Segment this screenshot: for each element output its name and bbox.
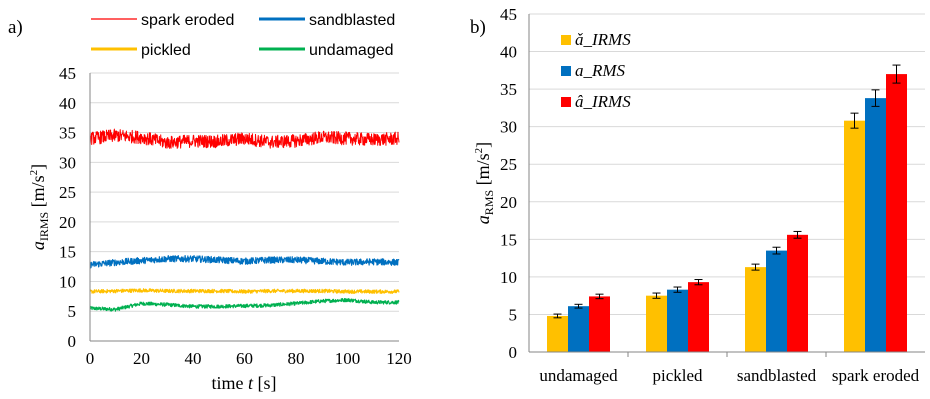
y-tick-label: 40 xyxy=(59,94,76,113)
error-bar xyxy=(673,286,682,293)
legend-swatch-min-irms xyxy=(561,35,571,45)
bar-irms-pickled xyxy=(688,282,709,352)
y-tick-label: 40 xyxy=(500,43,517,62)
x-tick-label: 20 xyxy=(133,349,150,368)
y-tick-label: 5 xyxy=(509,305,518,324)
bar-irms-undamaged xyxy=(547,315,568,352)
series-line-pickled xyxy=(89,288,400,294)
panel-a: a) spark eroded sandblasted pickled unda… xyxy=(8,12,412,393)
y-tick-label: 35 xyxy=(500,80,517,99)
y-tick-label: 25 xyxy=(59,183,76,202)
legend-label-pickled: pickled xyxy=(141,42,191,59)
error-bar xyxy=(871,89,880,107)
bar-a-rms-spark-eroded xyxy=(865,98,886,352)
legend-label-spark-eroded: spark eroded xyxy=(141,12,234,29)
bar-a-rms-undamaged xyxy=(568,306,589,352)
error-bar xyxy=(553,313,562,319)
panel-a-y-tick-labels: 0 5 10 15 20 25 30 35 40 45 xyxy=(59,64,76,351)
x-tick-label: 60 xyxy=(236,349,253,368)
y-tick-label: 30 xyxy=(59,153,76,172)
x-tick-label: 40 xyxy=(185,349,202,368)
x-tick-label: 120 xyxy=(386,349,412,368)
x-tick-label: pickled xyxy=(652,366,703,385)
panel-b-category-labels: undamaged pickled sandblasted spark eroded xyxy=(539,352,920,385)
panel-a-label: a) xyxy=(8,17,23,38)
error-bar xyxy=(694,279,703,286)
error-bar xyxy=(751,263,760,271)
panel-a-series xyxy=(89,128,400,312)
y-tick-label: 0 xyxy=(509,343,518,362)
y-tick-label: 10 xyxy=(500,268,517,287)
y-tick-label: 0 xyxy=(68,332,77,351)
bar-a-rms-sandblasted xyxy=(766,250,787,352)
error-bar xyxy=(574,303,583,309)
panel-b-y-tick-labels: 0 5 10 15 20 25 30 35 40 45 xyxy=(500,5,517,362)
legend-swatch-max-irms xyxy=(561,97,571,107)
bar-irms-sandblasted xyxy=(787,234,808,352)
series-line-spark-eroded xyxy=(89,128,400,149)
panel-a-x-axis-title: time t [s] xyxy=(211,373,276,393)
panel-b-bars xyxy=(547,64,907,352)
series-line-undamaged xyxy=(89,297,400,312)
y-tick-label: 15 xyxy=(500,230,517,249)
panel-a-axes xyxy=(89,73,399,342)
x-tick-label: 100 xyxy=(335,349,361,368)
y-tick-label: 35 xyxy=(59,124,76,143)
error-bar xyxy=(850,112,859,129)
y-tick-label: 20 xyxy=(59,213,76,232)
legend-label-undamaged: undamaged xyxy=(309,42,394,59)
legend-label-sandblasted: sandblasted xyxy=(309,12,395,29)
series-line-sandblasted xyxy=(89,254,400,269)
x-tick-label: sandblasted xyxy=(737,366,817,385)
legend-label-max-irms: â_IRMS xyxy=(575,92,631,111)
y-tick-label: 30 xyxy=(500,118,517,137)
panel-b-legend: ǎ_IRMS a_RMS â_IRMS xyxy=(561,30,631,111)
panel-b-gridlines xyxy=(529,13,925,315)
y-tick-label: 15 xyxy=(59,243,76,262)
y-tick-label: 45 xyxy=(500,5,517,24)
y-tick-label: 10 xyxy=(59,272,76,291)
legend-label-min-irms: ǎ_IRMS xyxy=(575,30,631,49)
y-tick-label: 45 xyxy=(59,64,76,83)
error-bar xyxy=(652,292,661,299)
x-tick-label: spark eroded xyxy=(832,366,920,385)
legend-swatch-rms xyxy=(561,66,571,76)
panel-a-legend: spark eroded sandblasted pickled undamag… xyxy=(91,12,395,59)
error-bar xyxy=(793,230,802,239)
panel-a-gridlines xyxy=(90,72,399,312)
bar-irms-sandblasted xyxy=(745,267,766,352)
bar-irms-spark-eroded xyxy=(886,74,907,352)
error-bar xyxy=(595,293,604,300)
y-tick-label: 25 xyxy=(500,155,517,174)
x-tick-label: undamaged xyxy=(539,366,618,385)
panel-b-axes xyxy=(528,14,925,353)
bar-irms-spark-eroded xyxy=(844,120,865,352)
panel-a-x-tick-labels: 0 20 40 60 80 100 120 xyxy=(86,349,412,368)
y-tick-label: 5 xyxy=(68,302,77,321)
error-bar xyxy=(772,246,781,255)
panel-b: b) 0 5 10 15 20 25 30 35 40 45 undamaged pickled sa… xyxy=(470,5,925,385)
y-tick-label: 20 xyxy=(500,193,517,212)
legend-label-rms: a_RMS xyxy=(575,61,626,80)
x-tick-label: 80 xyxy=(288,349,305,368)
panel-b-y-axis-title: aRMS [m/s2] xyxy=(473,142,496,224)
error-bar xyxy=(892,64,901,84)
bar-irms-pickled xyxy=(646,295,667,352)
panel-a-y-axis-title: aIRMS [m/s2] xyxy=(28,164,51,250)
bar-irms-undamaged xyxy=(589,296,610,352)
bar-a-rms-pickled xyxy=(667,289,688,352)
x-tick-label: 0 xyxy=(86,349,95,368)
panel-b-label: b) xyxy=(470,17,486,38)
